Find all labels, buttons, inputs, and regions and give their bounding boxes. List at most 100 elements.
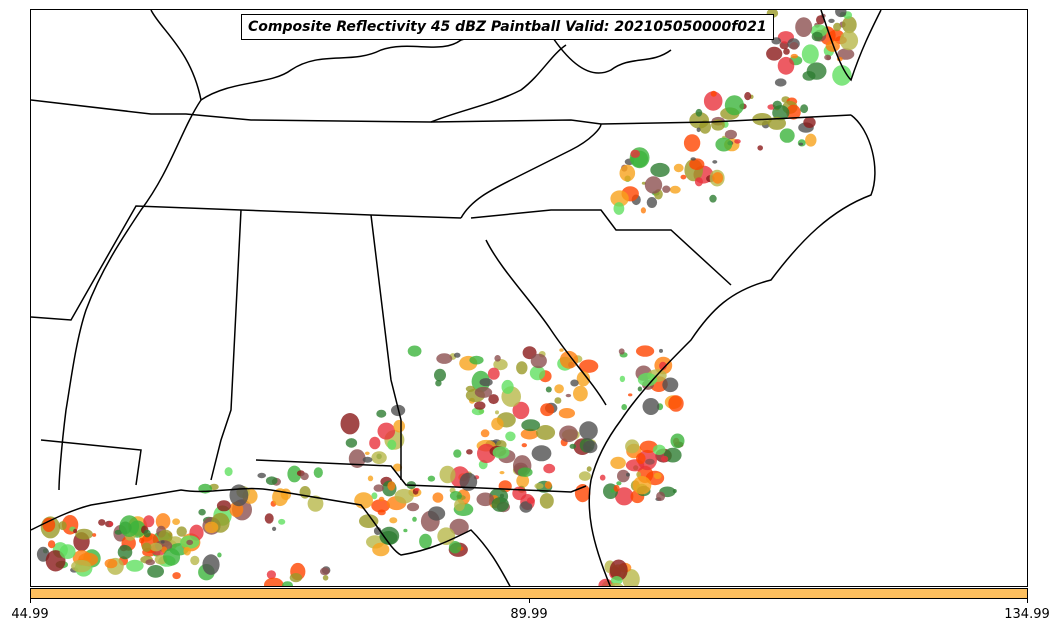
reflectivity-blob — [628, 393, 633, 397]
reflectivity-blob — [842, 16, 857, 34]
reflectivity-blob — [126, 559, 144, 572]
reflectivity-blob — [757, 145, 763, 151]
reflectivity-blob — [795, 17, 813, 37]
tn-nc-border — [460, 123, 602, 219]
reflectivity-blob — [71, 559, 92, 573]
reflectivity-blob — [155, 513, 171, 530]
ohio-river-line — [200, 34, 672, 101]
reflectivity-blob — [695, 108, 703, 117]
reflectivity-blob — [771, 37, 782, 45]
reflectivity-blob — [198, 483, 213, 494]
reflectivity-blob — [610, 576, 623, 585]
reflectivity-blob — [476, 492, 495, 507]
reflectivity-blob — [616, 481, 622, 486]
reflectivity-blob — [615, 487, 634, 506]
reflectivity-blob — [300, 472, 309, 481]
reflectivity-blob — [487, 367, 500, 380]
reflectivity-blob — [630, 149, 640, 158]
tn-south-border — [31, 205, 462, 321]
ms-al-border — [210, 209, 242, 481]
reflectivity-blob — [689, 158, 705, 170]
reflectivity-blob — [545, 386, 552, 393]
reflectivity-blob — [798, 142, 804, 146]
reflectivity-blob — [474, 401, 486, 410]
reflectivity-blob — [610, 190, 629, 207]
reflectivity-blob — [466, 449, 473, 455]
reflectivity-blob — [670, 433, 685, 449]
reflectivity-blob — [436, 353, 453, 364]
reflectivity-blob — [454, 499, 465, 512]
reflectivity-blob — [377, 422, 396, 440]
reflectivity-blob — [579, 359, 599, 373]
mississippi-river-line — [58, 10, 202, 491]
atlantic-coastline — [588, 114, 876, 586]
reflectivity-blob — [119, 515, 140, 537]
reflectivity-blob — [805, 133, 817, 147]
reflectivity-blob — [176, 526, 187, 537]
reflectivity-blob — [139, 537, 145, 544]
reflectivity-blob — [117, 545, 133, 560]
reflectivity-blob — [619, 164, 636, 182]
reflectivity-blob — [371, 499, 390, 513]
reflectivity-blob — [278, 518, 286, 525]
reflectivity-blob — [412, 516, 417, 522]
reflectivity-blob — [544, 481, 552, 489]
reflectivity-blob — [613, 202, 625, 215]
reflectivity-blob — [637, 386, 643, 392]
reflectivity-blob — [709, 194, 717, 203]
reflectivity-blob — [371, 451, 387, 464]
reflectivity-blob — [661, 455, 669, 462]
reflectivity-blob — [531, 445, 552, 462]
reflectivity-blob — [373, 484, 384, 492]
reflectivity-blob — [282, 581, 293, 586]
reflectivity-blob — [149, 542, 163, 552]
reflectivity-blob — [640, 207, 647, 214]
reflectivity-blob — [680, 174, 687, 180]
reflectivity-blob — [488, 394, 499, 405]
colorbar-tick — [529, 599, 530, 603]
reflectivity-blob — [432, 492, 444, 503]
reflectivity-blob — [145, 559, 155, 566]
reflectivity-blob — [779, 128, 795, 143]
reflectivity-blob — [449, 518, 469, 536]
reflectivity-paintball-layer — [36, 10, 859, 586]
reflectivity-blob — [673, 163, 684, 173]
reflectivity-blob — [617, 469, 630, 483]
reflectivity-blob — [204, 521, 219, 533]
reflectivity-blob — [186, 539, 194, 546]
reflectivity-blob — [345, 438, 358, 448]
reflectivity-blob — [618, 348, 625, 355]
reflectivity-blob — [435, 380, 442, 387]
reflectivity-blob — [387, 481, 396, 491]
reflectivity-blob — [607, 582, 624, 586]
reflectivity-blob — [501, 379, 514, 394]
reflectivity-blob — [266, 570, 276, 579]
reflectivity-blob — [322, 575, 329, 581]
reflectivity-blob — [534, 483, 544, 489]
reflectivity-blob — [724, 129, 738, 140]
reflectivity-blob — [348, 449, 366, 468]
reflectivity-blob — [491, 417, 504, 431]
reflectivity-blob — [494, 355, 501, 362]
reflectivity-blob — [393, 419, 406, 433]
reflectivity-blob — [75, 528, 93, 540]
reflectivity-blob — [379, 526, 400, 546]
reflectivity-blob — [98, 519, 106, 526]
la-north-border — [40, 439, 142, 486]
reflectivity-blob — [407, 345, 422, 357]
colorbar-tick-label-mid: 89.99 — [510, 607, 548, 622]
reflectivity-blob — [378, 496, 385, 502]
reflectivity-blob — [599, 474, 606, 481]
reflectivity-blob — [198, 508, 206, 516]
reflectivity-blob — [774, 78, 787, 87]
nc-sc-border — [470, 209, 732, 286]
reflectivity-blob — [801, 44, 819, 64]
reflectivity-blob — [516, 474, 530, 488]
reflectivity-blob — [369, 436, 381, 450]
reflectivity-blob — [800, 104, 809, 114]
reflectivity-blob — [652, 444, 666, 455]
reflectivity-blob — [786, 104, 801, 120]
reflectivity-blob — [448, 541, 462, 554]
reflectivity-blob — [790, 53, 798, 59]
reflectivity-blob — [505, 431, 516, 442]
